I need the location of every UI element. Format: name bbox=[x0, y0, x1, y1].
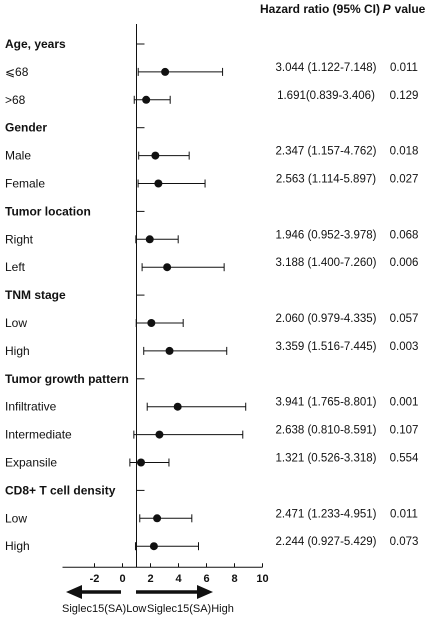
header-p-rest: value bbox=[395, 2, 426, 16]
x-tick-label-3: 4 bbox=[175, 573, 182, 585]
row-tumor-growth-pattern-expansile-15: Expansile 1.321 (0.526-3.318) 0.554 bbox=[5, 453, 419, 470]
x-tick-label-1: 0 bbox=[119, 573, 125, 585]
hr-value-age-years-68-1: 3.044 (1.122-7.148) bbox=[275, 62, 376, 74]
x-tick-label-4: 6 bbox=[203, 573, 209, 585]
row-label-tnm-stage-low-10: Low bbox=[5, 316, 27, 330]
p-value-age-years-68-2: 0.129 bbox=[390, 90, 419, 102]
hr-marker-cd8-t-cell-density-low-17 bbox=[153, 514, 162, 523]
row-label-tumor-growth-pattern-infiltrative-13: Infiltrative bbox=[5, 400, 57, 414]
row-tumor-location-right-7: Right 1.946 (0.952-3.978) 0.068 bbox=[5, 229, 418, 246]
forest-rows: Age, years ⩽68 3.044 (1.122-7.148) 0.011 >68… bbox=[5, 37, 419, 553]
row-label-age-years-68-1: ⩽68 bbox=[5, 65, 29, 79]
p-value-cd8-t-cell-density-high-18: 0.073 bbox=[390, 536, 419, 548]
group-label-cd8-t-cell-density: CD8+ T cell density bbox=[5, 483, 116, 497]
p-value-tnm-stage-high-11: 0.003 bbox=[390, 341, 419, 353]
header-p-italic: P bbox=[383, 2, 392, 16]
row-tnm-stage-low-10: Low 2.060 (0.979-4.335) 0.057 bbox=[5, 313, 418, 330]
hr-value-tumor-location-right-7: 1.946 (0.952-3.978) bbox=[275, 229, 376, 241]
hr-marker-tumor-location-left-8 bbox=[163, 263, 172, 272]
header-hazard-ratio: Hazard ratio (95% CI) bbox=[260, 2, 380, 16]
p-value-age-years-68-1: 0.011 bbox=[390, 62, 418, 74]
hr-value-age-years-68-2: 1.691(0.839-3.406) bbox=[277, 90, 375, 102]
hr-marker-tumor-location-right-7 bbox=[145, 235, 154, 244]
p-value-tumor-growth-pattern-infiltrative-13: 0.001 bbox=[390, 397, 419, 409]
row-label-gender-male-4: Male bbox=[5, 149, 31, 163]
group-label-gender: Gender bbox=[5, 121, 47, 135]
hr-marker-age-years-68-1 bbox=[161, 67, 170, 76]
x-tick-label-5: 8 bbox=[231, 573, 237, 585]
row-label-age-years-68-2: >68 bbox=[5, 93, 26, 107]
row-label-tumor-location-left-8: Left bbox=[5, 260, 26, 274]
hr-value-tumor-growth-pattern-infiltrative-13: 3.941 (1.765-8.801) bbox=[275, 397, 376, 409]
hr-value-tumor-growth-pattern-intermediate-14: 2.638 (0.810-8.591) bbox=[275, 425, 376, 437]
hr-marker-tumor-growth-pattern-intermediate-14 bbox=[155, 430, 164, 439]
row-label-tumor-growth-pattern-expansile-15: Expansile bbox=[5, 456, 57, 470]
p-value-tnm-stage-low-10: 0.057 bbox=[390, 313, 419, 325]
hr-marker-tumor-growth-pattern-infiltrative-13 bbox=[173, 402, 182, 411]
row-tnm-stage-high-11: High 3.359 (1.516-7.445) 0.003 bbox=[5, 341, 418, 358]
row-tumor-growth-pattern-intermediate-14: Intermediate 2.638 (0.810-8.591) 0.107 bbox=[5, 425, 418, 442]
p-value-tumor-location-right-7: 0.068 bbox=[390, 229, 419, 241]
row-label-tnm-stage-high-11: High bbox=[5, 344, 30, 358]
p-value-tumor-growth-pattern-expansile-15: 0.554 bbox=[390, 453, 419, 465]
direction-label-high: Siglec15(SA)High bbox=[147, 603, 234, 615]
hr-value-tnm-stage-high-11: 3.359 (1.516-7.445) bbox=[275, 341, 376, 353]
hr-marker-tnm-stage-low-10 bbox=[147, 319, 156, 327]
hr-value-tumor-location-left-8: 3.188 (1.400-7.260) bbox=[275, 257, 376, 269]
row-age-years-68-1: ⩽68 3.044 (1.122-7.148) 0.011 bbox=[5, 62, 418, 79]
hr-value-cd8-t-cell-density-high-18: 2.244 (0.927-5.429) bbox=[275, 536, 376, 548]
group-label-tnm-stage: TNM stage bbox=[5, 288, 66, 302]
group-label-age-years: Age, years bbox=[5, 37, 66, 51]
p-value-tumor-location-left-8: 0.006 bbox=[390, 257, 419, 269]
row-label-tumor-growth-pattern-intermediate-14: Intermediate bbox=[5, 428, 72, 442]
p-value-gender-female-5: 0.027 bbox=[390, 174, 419, 186]
x-tick-label-2: 2 bbox=[147, 573, 153, 585]
row-cd8-t-cell-density-high-18: High 2.244 (0.927-5.429) 0.073 bbox=[5, 536, 418, 553]
hr-marker-cd8-t-cell-density-high-18 bbox=[149, 542, 158, 551]
hr-marker-gender-female-5 bbox=[154, 179, 163, 188]
hr-marker-tumor-growth-pattern-expansile-15 bbox=[136, 458, 145, 467]
hr-value-gender-male-4: 2.347 (1.157-4.762) bbox=[275, 146, 376, 158]
row-age-years-68-2: >68 1.691(0.839-3.406) 0.129 bbox=[5, 90, 418, 107]
direction-label-low: Siglec15(SA)Low bbox=[62, 603, 146, 615]
hr-value-tumor-growth-pattern-expansile-15: 1.321 (0.526-3.318) bbox=[275, 453, 376, 465]
arrow-right-head bbox=[197, 585, 213, 599]
arrow-left-head bbox=[66, 585, 82, 599]
hr-marker-age-years-68-2 bbox=[142, 95, 151, 104]
row-gender-female-5: Female 2.563 (1.114-5.897) 0.027 bbox=[5, 174, 418, 191]
x-tick-label-0: -2 bbox=[90, 573, 100, 585]
row-label-cd8-t-cell-density-low-17: Low bbox=[5, 511, 27, 525]
row-tumor-location-left-8: Left 3.188 (1.400-7.260) 0.006 bbox=[5, 257, 418, 274]
direction-arrow-left bbox=[66, 585, 121, 599]
p-value-cd8-t-cell-density-low-17: 0.011 bbox=[390, 508, 418, 520]
x-tick-label-6: 10 bbox=[256, 573, 268, 585]
x-axis-ticks: -2 0 2 4 6 8 10 bbox=[90, 563, 269, 585]
hr-value-gender-female-5: 2.563 (1.114-5.897) bbox=[276, 174, 376, 186]
row-tumor-growth-pattern-infiltrative-13: Infiltrative 3.941 (1.765-8.801) 0.001 bbox=[5, 397, 418, 414]
hr-marker-tnm-stage-high-11 bbox=[165, 346, 174, 355]
row-cd8-t-cell-density-low-17: Low 2.471 (1.233-4.951) 0.011 bbox=[5, 508, 418, 525]
row-label-tumor-location-right-7: Right bbox=[5, 232, 34, 246]
direction-arrow-right bbox=[136, 585, 213, 599]
group-label-tumor-growth-pattern: Tumor growth pattern bbox=[5, 372, 129, 386]
row-gender-male-4: Male 2.347 (1.157-4.762) 0.018 bbox=[5, 146, 418, 163]
hr-marker-gender-male-4 bbox=[151, 151, 160, 160]
row-label-gender-female-5: Female bbox=[5, 177, 45, 191]
hr-value-cd8-t-cell-density-low-17: 2.471 (1.233-4.951) bbox=[275, 508, 376, 520]
group-label-tumor-location: Tumor location bbox=[5, 204, 91, 218]
p-value-tumor-growth-pattern-intermediate-14: 0.107 bbox=[390, 425, 419, 437]
row-label-cd8-t-cell-density-high-18: High bbox=[5, 539, 30, 553]
p-value-gender-male-4: 0.018 bbox=[390, 146, 419, 158]
hr-value-tnm-stage-low-10: 2.060 (0.979-4.335) bbox=[275, 313, 376, 325]
